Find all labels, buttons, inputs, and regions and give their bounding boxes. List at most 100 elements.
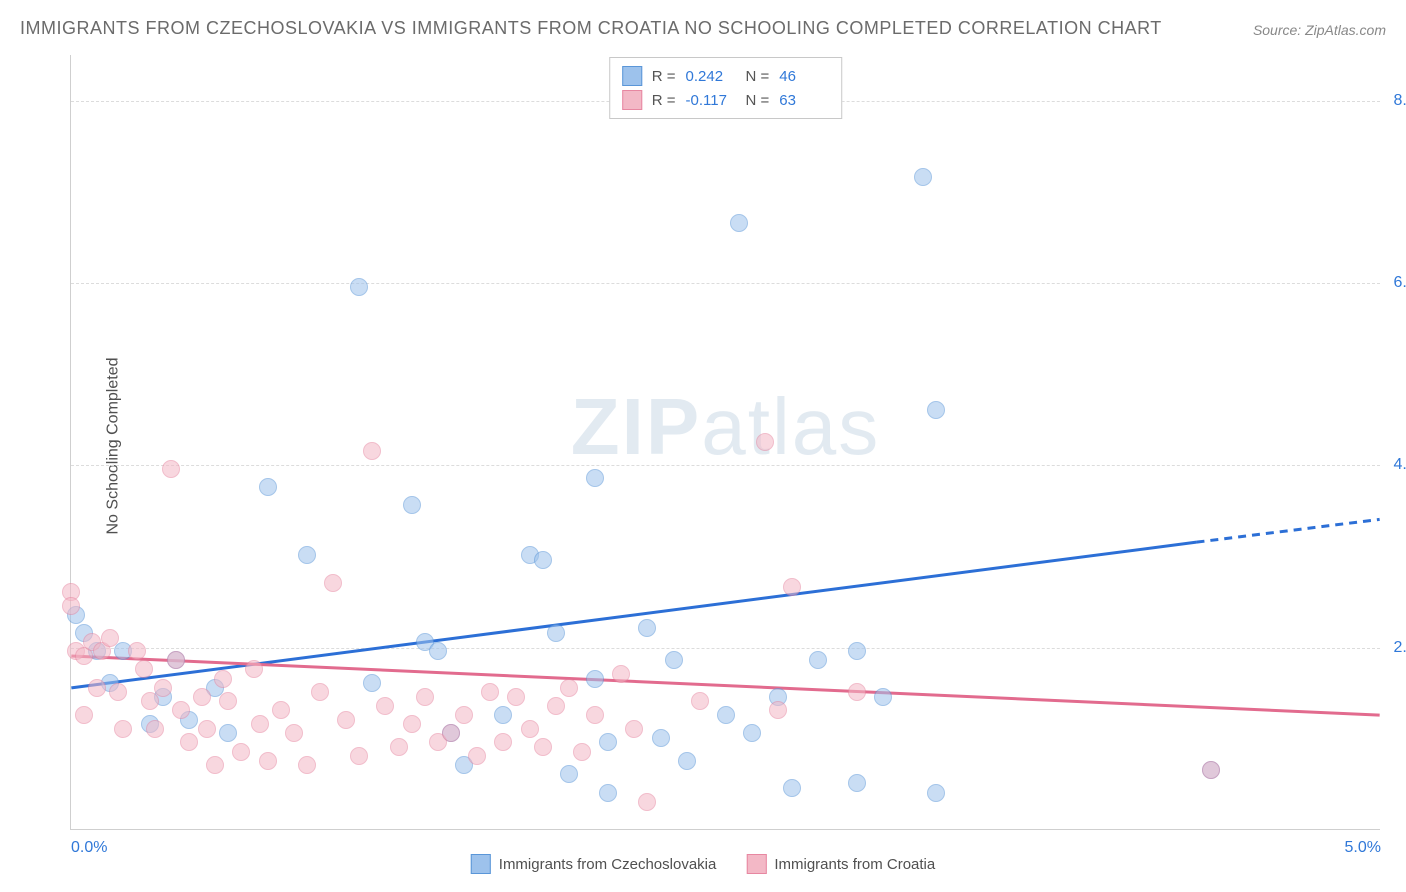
data-point xyxy=(442,724,460,742)
legend-row: R = 0.242 N = 46 xyxy=(622,64,830,88)
y-tick-label: 8.0% xyxy=(1394,92,1406,110)
data-point xyxy=(547,697,565,715)
data-point xyxy=(101,629,119,647)
data-point xyxy=(534,551,552,569)
y-tick-label: 2.0% xyxy=(1394,639,1406,657)
data-point xyxy=(285,724,303,742)
data-point xyxy=(167,651,185,669)
series-name: Immigrants from Czechoslovakia xyxy=(499,856,717,873)
chart-title: IMMIGRANTS FROM CZECHOSLOVAKIA VS IMMIGR… xyxy=(20,18,1162,39)
data-point xyxy=(547,624,565,642)
data-point xyxy=(848,774,866,792)
data-point xyxy=(743,724,761,742)
data-point xyxy=(88,679,106,697)
data-point xyxy=(363,442,381,460)
data-point xyxy=(599,784,617,802)
data-point xyxy=(162,460,180,478)
data-point xyxy=(298,546,316,564)
data-point xyxy=(534,738,552,756)
data-point xyxy=(927,401,945,419)
data-point xyxy=(403,496,421,514)
data-point xyxy=(146,720,164,738)
watermark: ZIPatlas xyxy=(571,381,880,473)
y-tick-label: 6.0% xyxy=(1394,274,1406,292)
data-point xyxy=(848,642,866,660)
n-value: 63 xyxy=(779,92,829,109)
data-point xyxy=(678,752,696,770)
data-point xyxy=(298,756,316,774)
data-point xyxy=(507,688,525,706)
data-point xyxy=(75,706,93,724)
data-point xyxy=(128,642,146,660)
data-point xyxy=(638,793,656,811)
data-point xyxy=(141,692,159,710)
data-point xyxy=(214,670,232,688)
r-label: R = xyxy=(652,68,676,85)
data-point xyxy=(625,720,643,738)
data-point xyxy=(251,715,269,733)
r-value: -0.117 xyxy=(686,92,736,109)
data-point xyxy=(638,619,656,637)
data-point xyxy=(232,743,250,761)
data-point xyxy=(219,692,237,710)
data-point xyxy=(769,701,787,719)
data-point xyxy=(109,683,127,701)
data-point xyxy=(521,720,539,738)
data-point xyxy=(586,469,604,487)
data-point xyxy=(259,752,277,770)
data-point xyxy=(494,733,512,751)
data-point xyxy=(652,729,670,747)
data-point xyxy=(206,756,224,774)
legend-item: Immigrants from Croatia xyxy=(746,854,935,874)
scatter-plot: ZIPatlas R =0.242N =46R =-0.117N =63 0.0… xyxy=(70,55,1380,830)
legend-swatch xyxy=(471,854,491,874)
data-point xyxy=(62,597,80,615)
source-attribution: Source: ZipAtlas.com xyxy=(1253,22,1386,38)
data-point xyxy=(172,701,190,719)
data-point xyxy=(324,574,342,592)
data-point xyxy=(1202,761,1220,779)
data-point xyxy=(665,651,683,669)
data-point xyxy=(245,660,263,678)
data-point xyxy=(272,701,290,719)
legend-swatch xyxy=(746,854,766,874)
data-point xyxy=(114,720,132,738)
data-point xyxy=(494,706,512,724)
n-value: 46 xyxy=(779,68,829,85)
series-legend: Immigrants from Czechoslovakia Immigrants… xyxy=(471,854,935,874)
data-point xyxy=(311,683,329,701)
correlation-legend: R =0.242N =46R =-0.117N =63 xyxy=(609,57,843,119)
data-point xyxy=(363,674,381,692)
data-point xyxy=(455,706,473,724)
data-point xyxy=(481,683,499,701)
data-point xyxy=(848,683,866,701)
data-point xyxy=(730,214,748,232)
r-label: R = xyxy=(652,92,676,109)
data-point xyxy=(809,651,827,669)
data-point xyxy=(390,738,408,756)
n-label: N = xyxy=(746,68,770,85)
legend-item: Immigrants from Czechoslovakia xyxy=(471,854,717,874)
data-point xyxy=(135,660,153,678)
grid-line xyxy=(71,283,1380,284)
r-value: 0.242 xyxy=(686,68,736,85)
data-point xyxy=(154,679,172,697)
x-tick-label: 0.0% xyxy=(71,839,107,857)
y-tick-label: 4.0% xyxy=(1394,456,1406,474)
data-point xyxy=(586,670,604,688)
data-point xyxy=(914,168,932,186)
data-point xyxy=(573,743,591,761)
data-point xyxy=(429,642,447,660)
data-point xyxy=(783,779,801,797)
data-point xyxy=(599,733,617,751)
legend-swatch xyxy=(622,66,642,86)
data-point xyxy=(560,679,578,697)
data-point xyxy=(198,720,216,738)
grid-line xyxy=(71,648,1380,649)
data-point xyxy=(180,733,198,751)
data-point xyxy=(337,711,355,729)
x-tick-label: 5.0% xyxy=(1345,839,1381,857)
data-point xyxy=(468,747,486,765)
data-point xyxy=(612,665,630,683)
series-name: Immigrants from Croatia xyxy=(774,856,935,873)
